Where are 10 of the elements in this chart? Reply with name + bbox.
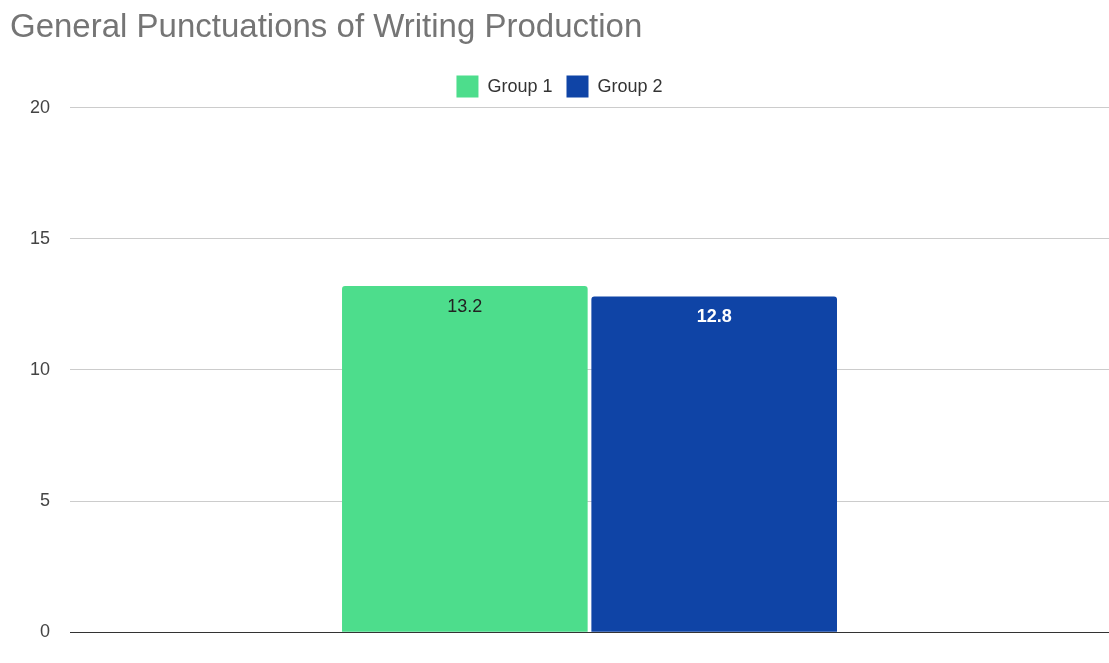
data-label: 12.8	[696, 306, 732, 327]
y-tick-label: 15	[29, 227, 51, 248]
legend-label: Group 1	[487, 75, 553, 96]
data-label: 13.2	[447, 295, 483, 316]
y-tick-label: 10	[29, 358, 51, 379]
y-tick-label: 0	[40, 621, 51, 642]
chart-title: General Punctuations of Writing Production	[10, 6, 643, 44]
legend-label: Group 2	[597, 75, 663, 96]
y-tick-label: 5	[40, 490, 51, 511]
y-tick-label: 20	[29, 96, 51, 117]
